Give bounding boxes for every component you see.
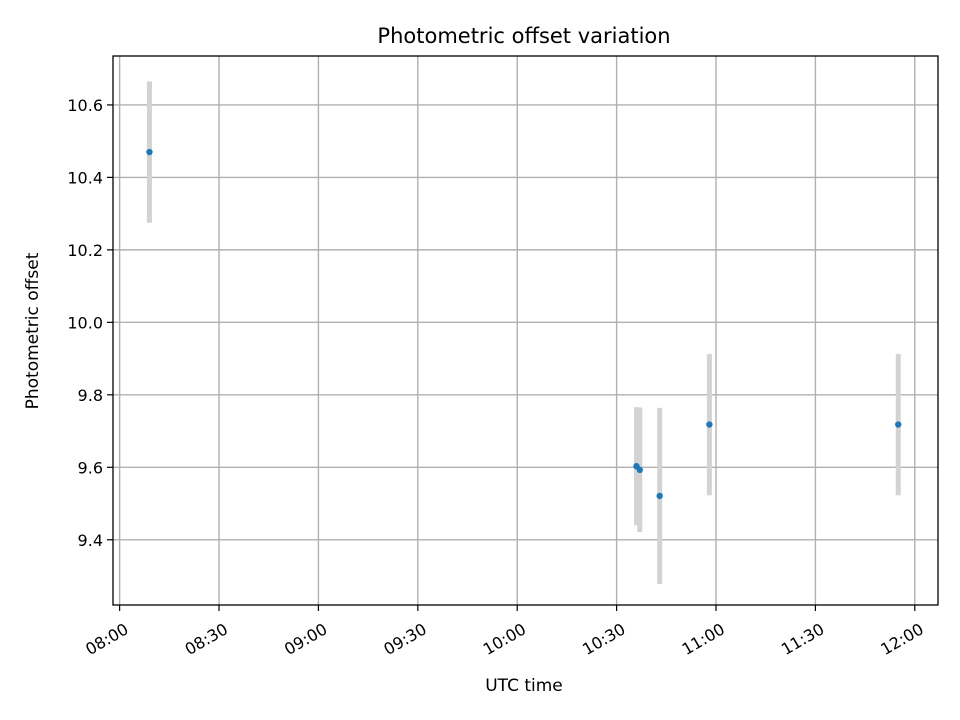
x-tick-label: 11:30 <box>778 619 827 659</box>
grid-lines <box>113 56 938 605</box>
data-point <box>656 492 663 500</box>
y-tick-label: 9.4 <box>78 531 103 550</box>
y-tick-label: 10.6 <box>67 96 103 115</box>
x-tick-label: 09:30 <box>380 619 429 659</box>
data-point <box>146 148 153 156</box>
x-axis-label: UTC time <box>485 676 563 696</box>
x-tick-label: 10:30 <box>579 619 628 659</box>
x-tick-label: 09:00 <box>281 619 330 659</box>
x-tick-label: 11:00 <box>679 619 728 659</box>
y-tick-label: 9.6 <box>78 458 103 477</box>
y-tick-label: 10.0 <box>67 313 103 332</box>
y-tick-label: 10.4 <box>67 168 103 187</box>
x-tick-label: 10:00 <box>480 619 529 659</box>
chart-title: Photometric offset variation <box>377 24 670 48</box>
data-point <box>636 466 644 474</box>
x-tick-label: 08:00 <box>82 619 131 659</box>
data-point <box>895 421 902 428</box>
y-tick-label: 10.2 <box>67 241 103 260</box>
data-point <box>706 421 713 428</box>
x-tick-label: 12:00 <box>877 619 926 659</box>
error-bars <box>146 81 901 584</box>
y-tick-label: 9.8 <box>78 386 103 405</box>
axis-ticks <box>107 104 916 611</box>
tick-labels: 08:00 08:30 09:00 09:30 10:00 10:30 11:00 11:30… <box>67 96 926 659</box>
y-axis-label: Photometric offset <box>23 252 43 409</box>
plot-frame <box>112 55 939 606</box>
x-tick-label: 08:30 <box>182 619 231 659</box>
data-points <box>146 148 902 500</box>
